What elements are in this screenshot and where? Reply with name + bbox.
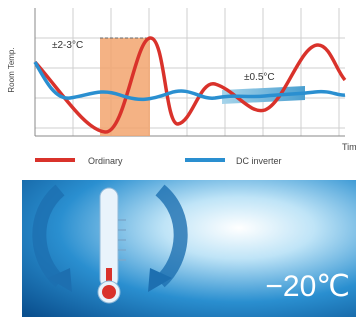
temperature: −20℃ [265,270,350,303]
legend-label: DC inverter [236,156,282,166]
y-label: Room Temp. [7,47,16,92]
x-label: Tim [342,142,356,152]
page: Room Temp. Tim ±2-3°C ±0.5°C Ordinary DC… [0,0,356,317]
ordinary-range [100,38,150,136]
ordinary-curve [35,38,345,132]
annotation: ±2-3°C [52,40,83,51]
annotation: ±0.5°C [244,72,275,83]
legend-label: Ordinary [88,156,123,166]
